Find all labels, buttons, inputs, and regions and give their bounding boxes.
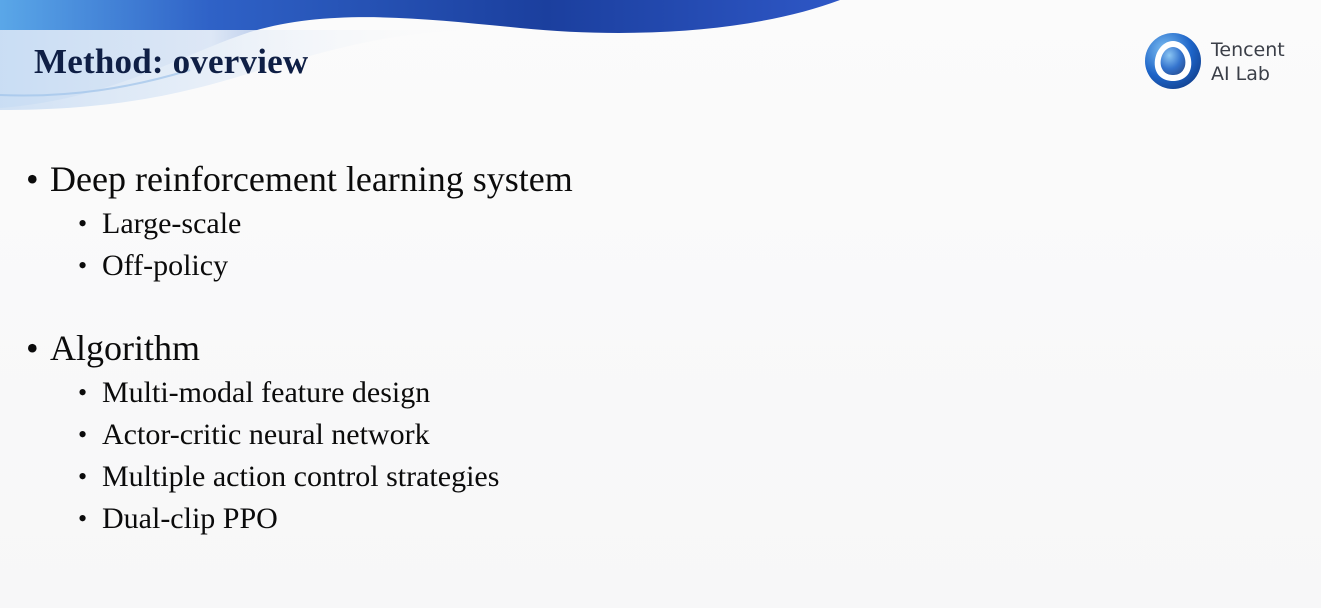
sub-bullet-item: • Large-scale <box>78 203 924 245</box>
slide-title: Method: overview <box>34 42 309 81</box>
header-wave-decoration <box>0 0 840 110</box>
bullet-section: • Algorithm • Multi-modal feature design… <box>24 324 924 540</box>
sub-bullet-dot-icon: • <box>78 462 88 491</box>
tencent-logo-icon <box>1145 33 1201 89</box>
bullet-level1: • Algorithm <box>24 324 924 372</box>
sub-bullet-dot-icon: • <box>78 420 88 449</box>
sub-bullet-item: • Actor-critic neural network <box>78 414 924 456</box>
sub-bullet-text: Off-policy <box>102 249 229 282</box>
bullet-heading: Algorithm <box>50 328 200 368</box>
bullet-dot-icon: • <box>26 159 39 199</box>
sub-bullet-list: • Multi-modal feature design • Actor-cri… <box>24 372 924 540</box>
bullet-dot-icon: • <box>26 328 39 368</box>
sub-bullet-dot-icon: • <box>78 209 88 238</box>
sub-bullet-text: Dual-clip PPO <box>102 502 278 535</box>
sub-bullet-item: • Dual-clip PPO <box>78 498 924 540</box>
bullet-list: • Deep reinforcement learning system • L… <box>24 155 924 540</box>
sub-bullet-item: • Multi-modal feature design <box>78 372 924 414</box>
tencent-ai-lab-logo: Tencent AI Lab <box>1144 32 1304 92</box>
logo-text-line1: Tencent <box>1211 39 1285 61</box>
sub-bullet-text: Large-scale <box>102 207 242 240</box>
sub-bullet-text: Actor-critic neural network <box>102 418 430 451</box>
sub-bullet-text: Multi-modal feature design <box>102 376 431 409</box>
logo-text-line2: AI Lab <box>1211 63 1270 85</box>
sub-bullet-dot-icon: • <box>78 378 88 407</box>
sub-bullet-text: Multiple action control strategies <box>102 460 500 493</box>
sub-bullet-dot-icon: • <box>78 504 88 533</box>
sub-bullet-dot-icon: • <box>78 251 88 280</box>
sub-bullet-item: • Off-policy <box>78 245 924 287</box>
bullet-section: • Deep reinforcement learning system • L… <box>24 155 924 287</box>
sub-bullet-item: • Multiple action control strategies <box>78 456 924 498</box>
bullet-heading: Deep reinforcement learning system <box>50 159 573 199</box>
sub-bullet-list: • Large-scale • Off-policy <box>24 203 924 287</box>
bullet-level1: • Deep reinforcement learning system <box>24 155 924 203</box>
